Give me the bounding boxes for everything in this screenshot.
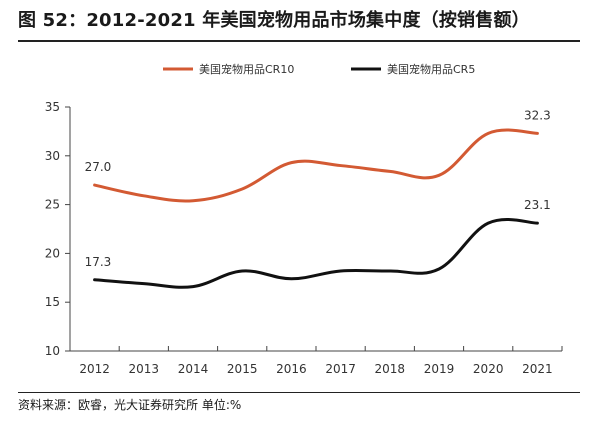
source-note: 资料来源：欧睿，光大证券研究所 单位:% xyxy=(18,398,242,412)
footer-rule xyxy=(18,392,580,393)
data-label-3: 23.1 xyxy=(524,198,551,212)
series-lines xyxy=(93,128,539,289)
y-tick-label-5: 35 xyxy=(45,100,60,114)
x-tick-label-4: 2016 xyxy=(276,362,307,376)
x-tick-label-1: 2013 xyxy=(129,362,160,376)
x-tick-label-9: 2021 xyxy=(522,362,553,376)
x-tick-label-8: 2020 xyxy=(473,362,504,376)
x-axis: 2012 2013 2014 2015 2016 2017 2018 2019 2020 2021 xyxy=(69,346,563,376)
x-tick-label-0: 2012 xyxy=(79,362,110,376)
figure-title: 图 52：2012-2021 年美国宠物用品市场集中度（按销售额） xyxy=(18,10,530,31)
data-label-0: 27.0 xyxy=(85,160,112,174)
x-tick-label-6: 2018 xyxy=(375,362,406,376)
y-tick-label-2: 20 xyxy=(45,246,60,260)
y-axis: 10 15 20 25 30 35 xyxy=(45,100,71,358)
x-tick-label-5: 2017 xyxy=(325,362,356,376)
y-tick-label-4: 30 xyxy=(45,149,60,163)
data-labels: 27.0 32.3 17.3 23.1 xyxy=(85,108,551,268)
series-line-1 xyxy=(93,218,539,289)
y-tick-label-1: 15 xyxy=(45,295,60,309)
chart-legend: 美国宠物用品CR10 美国宠物用品CR5 xyxy=(163,62,475,76)
data-label-2: 17.3 xyxy=(85,255,112,269)
data-label-1: 32.3 xyxy=(524,108,551,122)
y-tick-label-3: 25 xyxy=(45,198,60,212)
y-tick-label-0: 10 xyxy=(45,344,60,358)
title-rule xyxy=(18,40,580,42)
x-tick-label-2: 2014 xyxy=(178,362,209,376)
legend-label-0: 美国宠物用品CR10 xyxy=(199,62,294,76)
x-tick-label-7: 2019 xyxy=(424,362,455,376)
x-tick-label-3: 2015 xyxy=(227,362,258,376)
series-line-0 xyxy=(93,128,539,203)
legend-label-1: 美国宠物用品CR5 xyxy=(387,62,475,76)
